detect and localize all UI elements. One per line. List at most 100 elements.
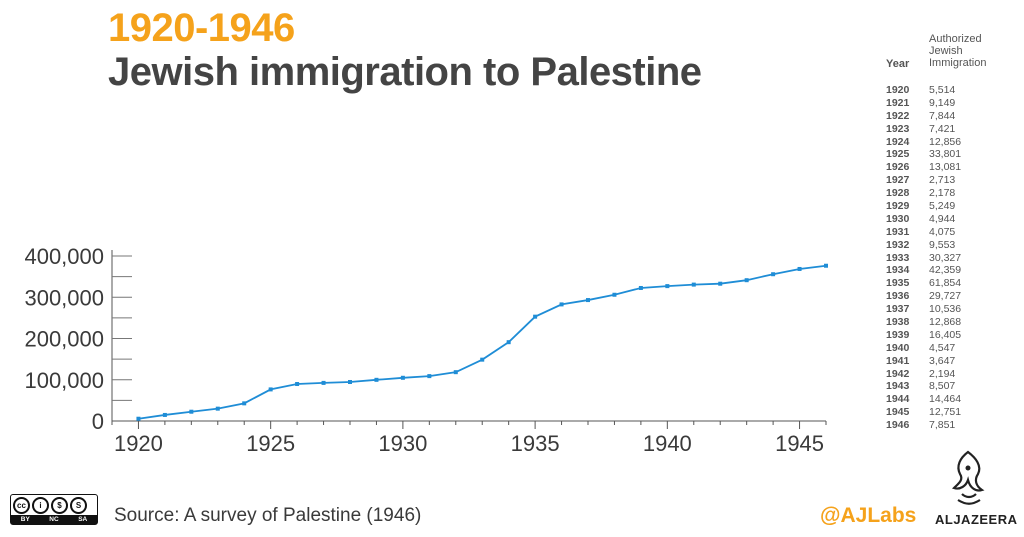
table-row-year: 1924 [886,135,910,148]
data-point [797,266,802,271]
table-row-value: 2,713 [929,174,956,187]
data-point [559,302,564,307]
cc-license-badge: cc i $ S BY NC SA [10,494,98,525]
cc-icon: cc [13,497,30,514]
table-row-value: 4,944 [929,212,956,225]
table-row-value: 4,547 [929,341,956,354]
table-row: 1945 12,751 [886,406,961,419]
range-title: 1920-1946 [108,6,295,50]
table-row-value: 8,507 [929,380,956,393]
table-row-year: 1938 [886,316,910,329]
table-row: 1930 4,944 [886,213,961,226]
table-row: 1921 9,149 [886,97,961,110]
data-point [162,412,167,417]
table-row-year: 1923 [886,122,910,135]
table-row: 1946 7,851 [886,419,961,432]
year-column-header: Year [886,58,910,70]
data-point [453,370,458,375]
table-row-year: 1946 [886,419,910,432]
data-point [691,282,696,287]
table-body: 1920 5,514 1921 9,149 1922 7,844 1923 7,421 1924… [886,84,961,432]
table-row-value: 33,801 [929,148,962,161]
table-row-year: 1939 [886,328,910,341]
table-row-year: 1927 [886,174,910,187]
table-row-year: 1922 [886,109,910,122]
table-row-year: 1929 [886,200,910,213]
y-tick-label: 300,000 [24,285,104,310]
table-row: 1932 9,553 [886,239,961,252]
aljazeera-wordmark: ALJAZEERA [935,512,1018,527]
table-row-value: 5,249 [929,200,956,213]
data-point [506,340,511,345]
table-row-year: 1943 [886,380,910,393]
table-row-year: 1932 [886,238,910,251]
table-row-year: 1928 [886,187,910,200]
table-row-value: 2,194 [929,367,956,380]
table-row: 1927 2,713 [886,174,961,187]
table-row-value: 12,856 [929,135,962,148]
data-point [215,406,220,411]
y-tick-label: 400,000 [24,244,104,269]
table-row-value: 7,844 [929,109,956,122]
noncommercial-icon: $ [51,497,68,514]
table-row: 1920 5,514 [886,84,961,97]
table-row-year: 1940 [886,341,910,354]
table-row-value: 3,647 [929,354,956,367]
data-point [400,375,405,380]
ajlabs-handle: @AJLabs [820,504,917,527]
table-row: 1942 2,194 [886,368,961,381]
table-row: 1934 42,359 [886,264,961,277]
line-chart: 0 100,000 200,000 300,000 400,000 1920 1925 193… [24,244,828,456]
table-row-value: 13,081 [929,161,962,174]
table-row-value: 5,514 [929,84,956,96]
table-row: 1929 5,249 [886,200,961,213]
x-tick-label: 1930 [378,431,427,456]
table-row-year: 1926 [886,161,910,174]
data-point [533,314,538,319]
table-row: 1933 30,327 [886,252,961,265]
table-row-value: 12,751 [929,406,962,419]
cc-label-sa: SA [78,516,88,523]
data-point [824,263,828,268]
table-row: 1925 33,801 [886,148,961,161]
table-row: 1923 7,421 [886,123,961,136]
table-row: 1938 12,868 [886,316,961,329]
table-row-year: 1936 [886,290,910,303]
page-title: Jewish immigration to Palestine [108,50,702,94]
table-row-value: 4,075 [929,225,956,238]
table-row-value: 29,727 [929,290,962,303]
table-row-year: 1933 [886,251,910,264]
table-row: 1928 2,178 [886,187,961,200]
data-point [586,298,590,303]
table-row-value: 7,421 [929,122,956,135]
table-row-value: 12,868 [929,316,962,329]
data-point [321,380,326,385]
y-tick-label: 200,000 [24,327,104,352]
y-tick-label: 0 [92,409,104,434]
data-point [771,272,776,277]
table-row-value: 30,327 [929,251,962,264]
table-row-year: 1935 [886,277,910,290]
data-point [480,357,485,362]
table-row-year: 1921 [886,96,910,109]
table-row: 1941 3,647 [886,355,961,368]
table-row-value: 9,553 [929,238,956,251]
table-row-year: 1920 [886,84,910,96]
table-row-year: 1944 [886,393,910,406]
table-row-year: 1937 [886,303,910,316]
x-tick-label: 1925 [246,431,295,456]
table-row-value: 42,359 [929,264,962,277]
data-point [612,292,617,297]
data-point [374,377,379,382]
table-row-year: 1930 [886,212,910,225]
table-row-year: 1931 [886,225,910,238]
data-point [638,285,643,290]
data-point [295,382,300,387]
data-point [136,416,141,421]
x-tick-label: 1920 [114,431,163,456]
data-point [242,401,247,406]
series-line [138,264,827,420]
table-row-value: 10,536 [929,303,962,316]
attribution-icon: i [32,497,49,514]
table-row-year: 1925 [886,148,910,161]
